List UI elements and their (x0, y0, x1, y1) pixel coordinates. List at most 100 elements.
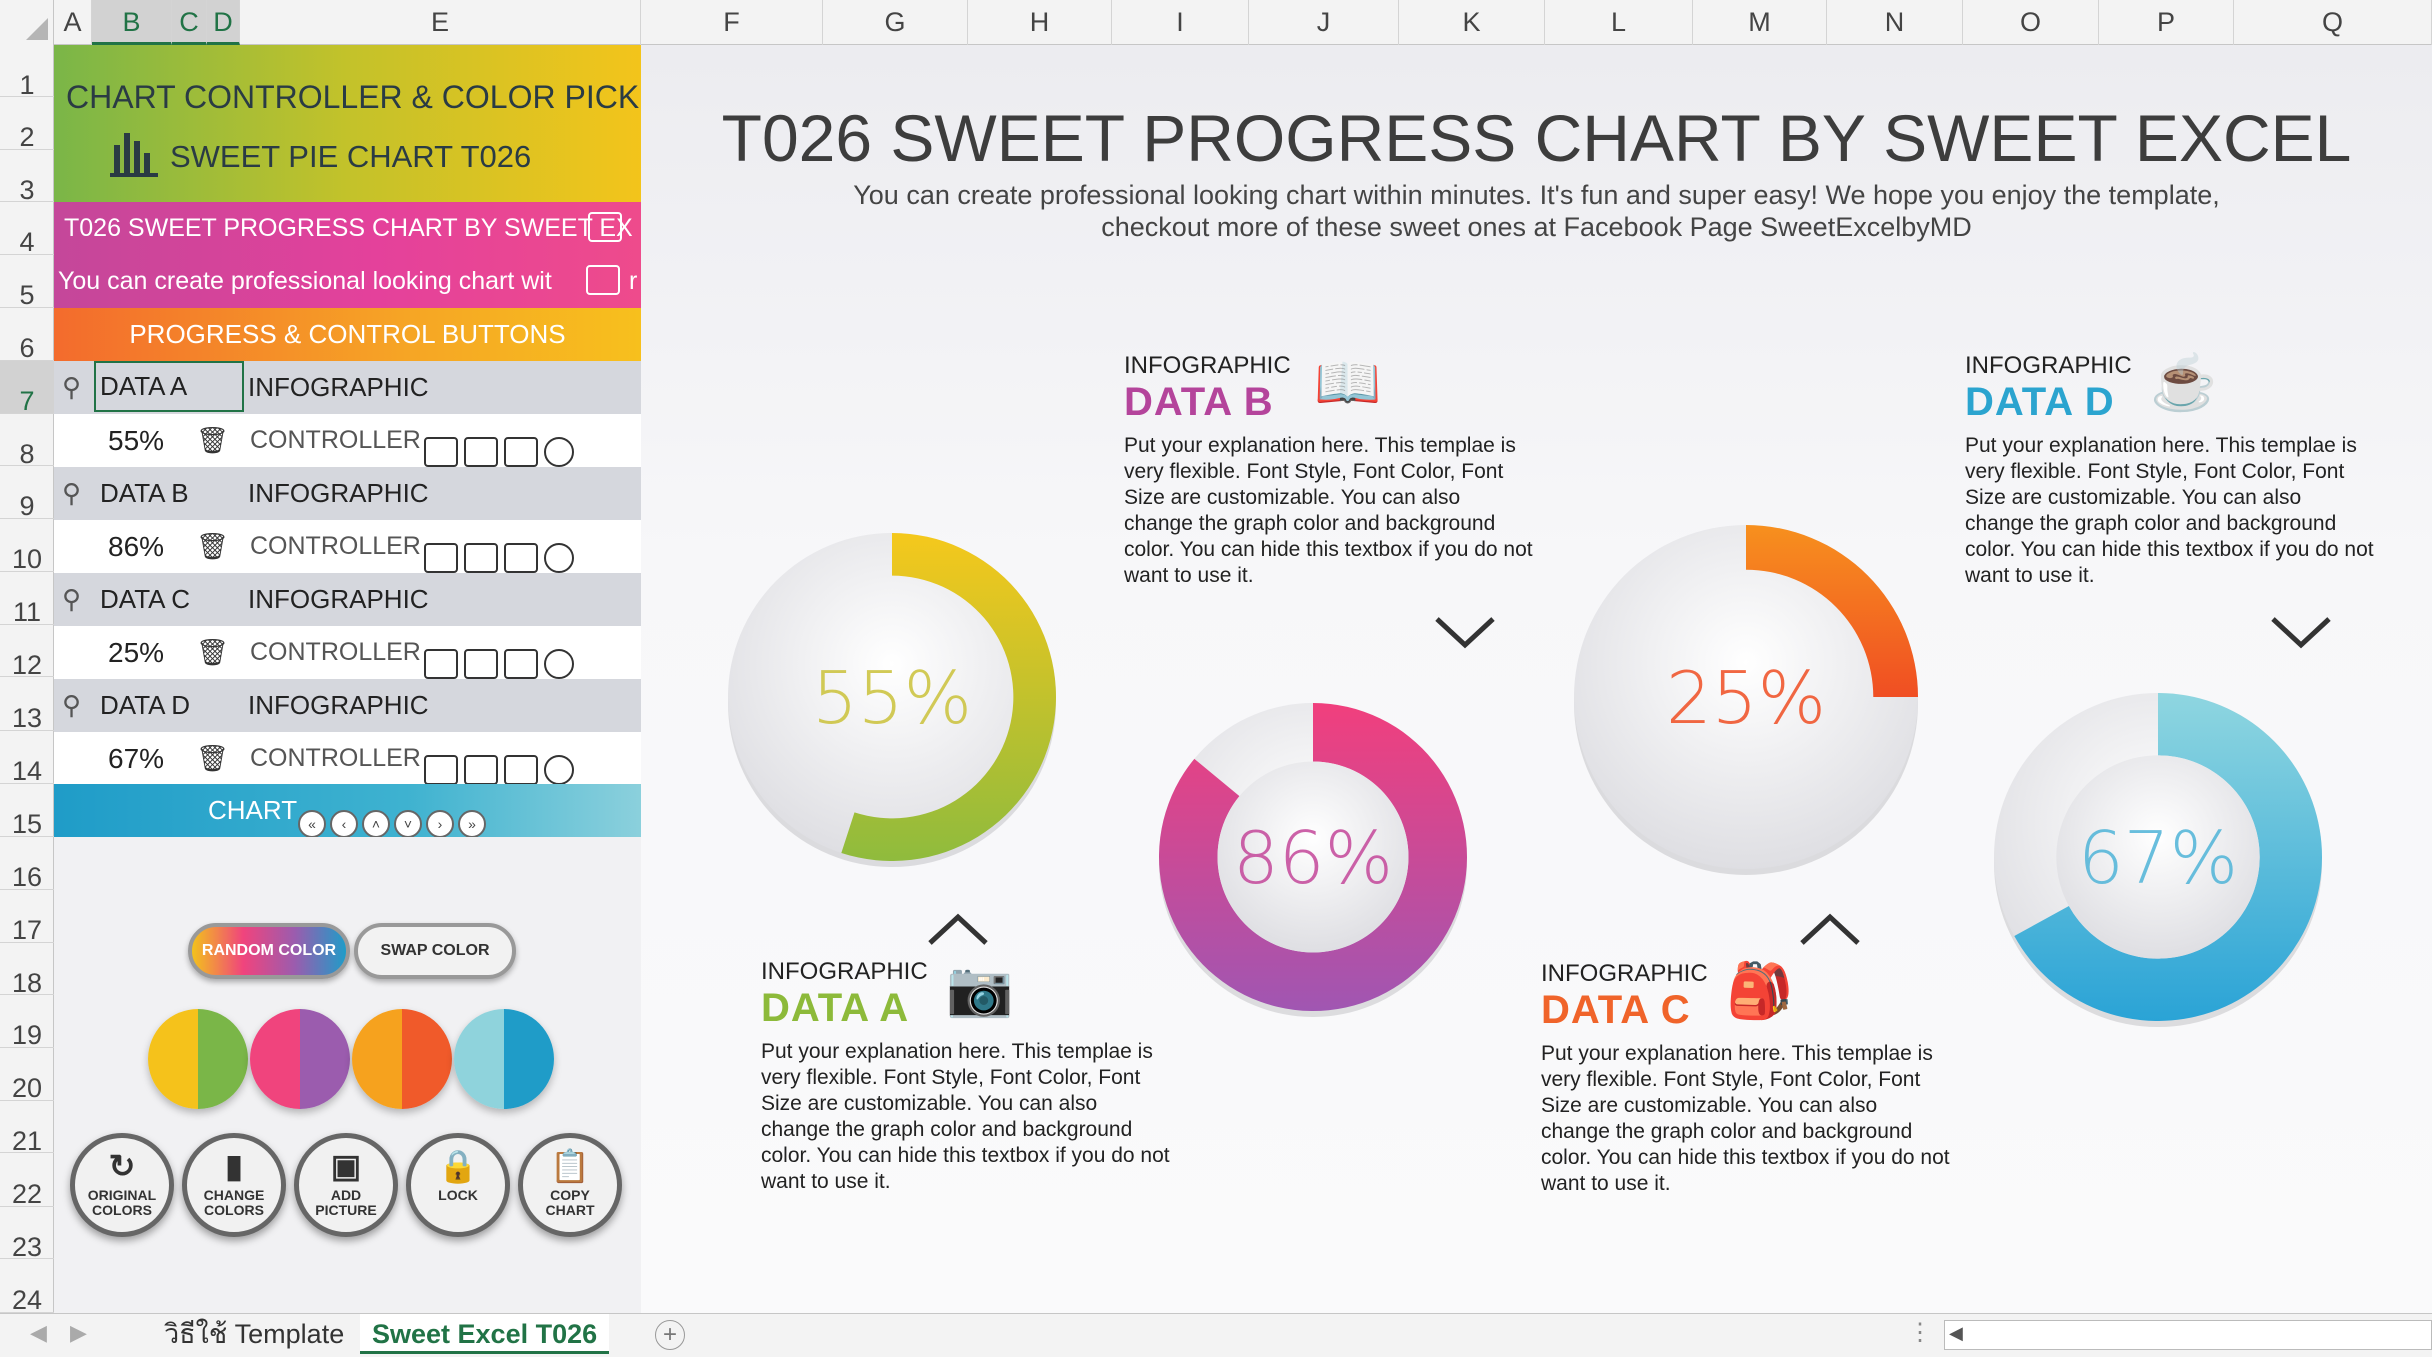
item-value[interactable]: 86% (108, 531, 165, 562)
down-icon[interactable]: ˅ (394, 810, 422, 837)
column-header-m[interactable]: M (1693, 0, 1827, 45)
row-header-7[interactable]: 7 (0, 361, 54, 416)
original-colors-button[interactable]: ↻ ORIGINAL COLORS (70, 1133, 174, 1237)
color-swatch-4[interactable] (454, 1009, 554, 1109)
row-header-10[interactable]: 10 (0, 519, 54, 574)
row-header-20[interactable]: 20 (0, 1048, 54, 1103)
item-name[interactable]: DATA D (100, 690, 191, 720)
row-header-9[interactable]: 9 (0, 466, 54, 521)
pin-icon[interactable]: ⚲ (62, 690, 82, 720)
select-all-corner[interactable] (0, 0, 54, 45)
spin-up-icon[interactable] (464, 649, 498, 679)
row-header-14[interactable]: 14 (0, 731, 54, 786)
trash-icon[interactable]: 🗑 (196, 637, 230, 667)
row-header-23[interactable]: 23 (0, 1207, 54, 1262)
row-header-15[interactable]: 15 (0, 784, 54, 839)
tab-howto[interactable]: วิธีใช้ Template (164, 1319, 345, 1349)
next-icon[interactable]: › (426, 810, 454, 837)
column-header-p[interactable]: P (2099, 0, 2234, 45)
column-header-a[interactable]: A (54, 0, 92, 45)
column-header-k[interactable]: K (1399, 0, 1545, 45)
trash-icon[interactable]: 🗑 (196, 531, 230, 561)
column-header-n[interactable]: N (1827, 0, 1963, 45)
item-value[interactable]: 67% (108, 743, 165, 774)
prev-icon[interactable]: ‹ (330, 810, 358, 837)
up-icon[interactable]: ˄ (362, 810, 390, 837)
edit-subtitle-icon[interactable] (586, 265, 620, 295)
column-header-g[interactable]: G (823, 0, 968, 45)
spin-down-icon[interactable] (424, 755, 458, 785)
tab-scroll-right-icon[interactable]: ▶ (70, 1320, 87, 1345)
row-header-4[interactable]: 4 (0, 202, 54, 257)
color-swatch-2[interactable] (250, 1009, 350, 1109)
spin-down-icon[interactable] (424, 543, 458, 573)
item-value[interactable]: 55% (108, 425, 165, 456)
row-header-8[interactable]: 8 (0, 414, 54, 469)
row-header-5[interactable]: 5 (0, 255, 54, 310)
subtitle-input-row[interactable]: You can create professional looking char… (54, 255, 641, 308)
spin-up-icon[interactable] (464, 437, 498, 467)
column-header-o[interactable]: O (1963, 0, 2099, 45)
edit-text-icon[interactable] (504, 543, 538, 573)
row-header-17[interactable]: 17 (0, 890, 54, 945)
split-handle-icon[interactable]: ⋮ (1908, 1319, 1932, 1346)
row-header-3[interactable]: 3 (0, 150, 54, 205)
tab-scroll-left-icon[interactable]: ◀ (30, 1320, 47, 1345)
edit-text-icon[interactable] (504, 437, 538, 467)
title-input-row[interactable]: T026 SWEET PROGRESS CHART BY SWEET EX (54, 202, 641, 255)
first-icon[interactable]: « (298, 810, 326, 837)
row-header-22[interactable]: 22 (0, 1153, 54, 1209)
last-icon[interactable]: » (458, 810, 486, 837)
column-header-l[interactable]: L (1545, 0, 1693, 45)
column-header-d[interactable]: D (207, 0, 240, 45)
row-header-24[interactable]: 24 (0, 1259, 54, 1315)
reset-icon[interactable] (544, 649, 574, 679)
reset-icon[interactable] (544, 543, 574, 573)
row-header-16[interactable]: 16 (0, 837, 54, 892)
column-header-j[interactable]: J (1249, 0, 1399, 45)
horizontal-scrollbar[interactable]: ◀ (1944, 1320, 2432, 1350)
edit-text-icon[interactable] (504, 649, 538, 679)
color-swatch-1[interactable] (148, 1009, 248, 1109)
lock-button[interactable]: 🔒 LOCK (406, 1133, 510, 1237)
column-header-b[interactable]: B (92, 0, 172, 45)
spin-up-icon[interactable] (464, 755, 498, 785)
row-header-18[interactable]: 18 (0, 943, 54, 998)
color-swatch-3[interactable] (352, 1009, 452, 1109)
pin-icon[interactable]: ⚲ (62, 372, 82, 402)
edit-text-icon[interactable] (504, 755, 538, 785)
row-header-19[interactable]: 19 (0, 995, 54, 1050)
scroll-left-icon[interactable]: ◀ (1949, 1323, 1963, 1343)
pin-icon[interactable]: ⚲ (62, 584, 82, 614)
column-header-f[interactable]: F (641, 0, 823, 45)
tab-sweet-excel-t026[interactable]: Sweet Excel T026 (360, 1314, 610, 1354)
column-header-c[interactable]: C (172, 0, 207, 45)
row-header-1[interactable]: 1 (0, 45, 54, 100)
trash-icon[interactable]: 🗑 (196, 425, 230, 455)
spin-down-icon[interactable] (424, 437, 458, 467)
item-name[interactable]: DATA B (100, 478, 189, 508)
column-header-h[interactable]: H (968, 0, 1112, 45)
row-header-11[interactable]: 11 (0, 572, 54, 627)
swap-color-button[interactable]: SWAP COLOR (354, 923, 516, 979)
column-header-i[interactable]: I (1112, 0, 1249, 45)
item-value[interactable]: 25% (108, 637, 165, 668)
add-sheet-icon[interactable]: + (655, 1320, 685, 1350)
spin-down-icon[interactable] (424, 649, 458, 679)
row-header-2[interactable]: 2 (0, 97, 54, 152)
trash-icon[interactable]: 🗑 (196, 743, 230, 773)
row-header-21[interactable]: 21 (0, 1101, 54, 1156)
reset-icon[interactable] (544, 755, 574, 785)
random-color-button[interactable]: RANDOM COLOR (188, 923, 350, 979)
add-picture-button[interactable]: ▣ ADD PICTURE (294, 1133, 398, 1237)
pin-icon[interactable]: ⚲ (62, 478, 82, 508)
reset-icon[interactable] (544, 437, 574, 467)
column-header-q[interactable]: Q (2234, 0, 2432, 45)
row-header-13[interactable]: 13 (0, 677, 54, 733)
row-header-12[interactable]: 12 (0, 625, 54, 680)
row-header-6[interactable]: 6 (0, 308, 54, 363)
edit-title-icon[interactable] (588, 212, 622, 242)
change-colors-button[interactable]: ▮ CHANGE COLORS (182, 1133, 286, 1237)
spin-up-icon[interactable] (464, 543, 498, 573)
column-header-e[interactable]: E (240, 0, 641, 45)
